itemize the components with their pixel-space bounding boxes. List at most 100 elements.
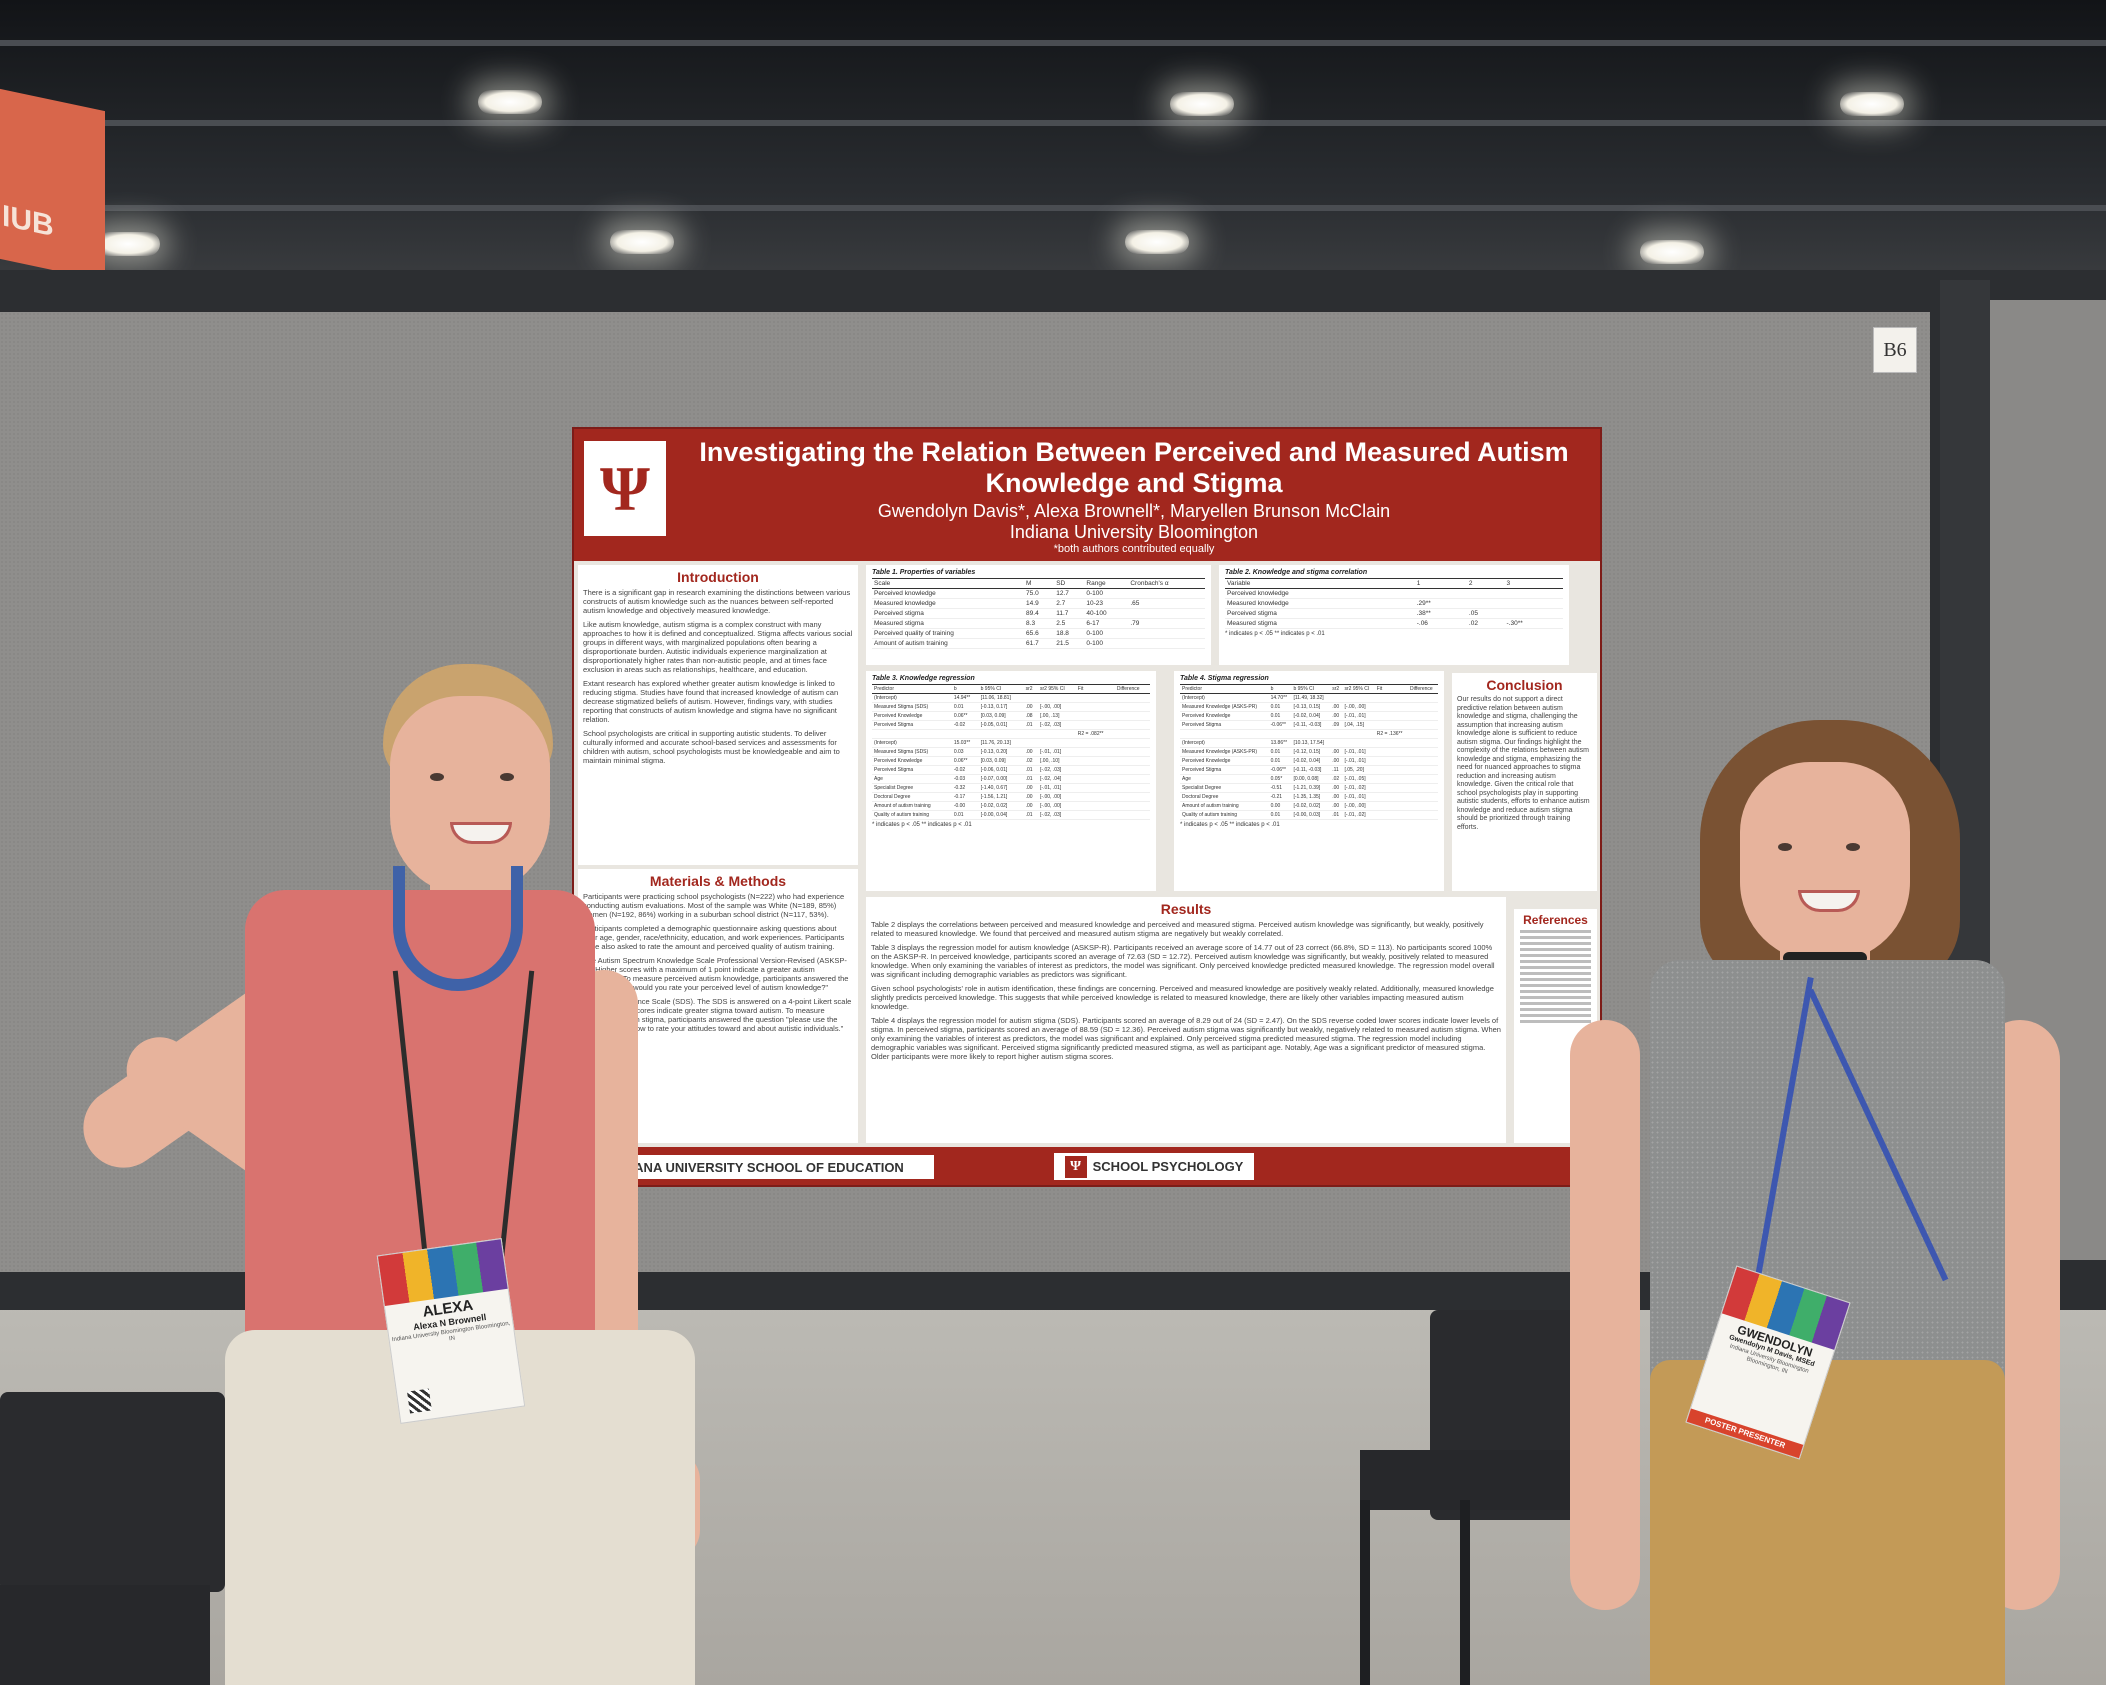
table-header-cell: b 95% CI (1291, 684, 1331, 694)
table-cell: [-0.11, -0.03] (1291, 765, 1331, 775)
table-cell: -0.00 (951, 801, 979, 811)
table-cell: [0.03, 0.09] (978, 756, 1024, 766)
table-cell: [-0.07, 0.00] (978, 774, 1024, 784)
table-cell: [-.01, .01] (1342, 747, 1375, 757)
table-cell: .65 (1128, 598, 1205, 609)
table-cell (1408, 738, 1438, 748)
table-row: Doctoral Degree -0.17 [-1.56, 1.21] .00 [-.0… (872, 792, 1150, 802)
table-cell (1504, 588, 1563, 599)
table-cell (1075, 765, 1115, 775)
table-cell (1128, 638, 1205, 649)
methods-paragraph: Participants were practicing school psyc… (583, 892, 845, 919)
table-row: Perceived Stigma -0.06** [-0.11, -0.03] .09… (1180, 720, 1438, 730)
table-cell: .02 (1466, 618, 1505, 629)
table-cell: .09 (1330, 720, 1343, 730)
table-cell: 2.5 (1054, 618, 1085, 629)
reference-line (1520, 966, 1591, 969)
table-cell: Perceived stigma (872, 608, 1025, 619)
table-cell: .01 (1023, 774, 1039, 784)
table-cell: [-1.35, 1.35] (1291, 792, 1331, 802)
table-cell: 15.03** (951, 738, 979, 748)
reference-line (1520, 942, 1591, 945)
table2: Variable 1 2 3 Perceived knowledge Measured k… (1225, 578, 1563, 629)
table-cell: [11.06, 18.81] (978, 693, 1024, 703)
table-cell (1374, 747, 1409, 757)
table-cell: .01 (1023, 720, 1039, 730)
table2-panel: Table 2. Knowledge and stigma correlatio… (1219, 565, 1569, 665)
table-cell: [-0.02, 0.02] (1291, 801, 1331, 811)
table-cell: .38** (1414, 608, 1467, 619)
table-cell: .00 (1330, 702, 1343, 712)
table-cell: [-0.05, 0.01] (978, 720, 1024, 730)
table-row: Measured Stigma (SDS) 0.03 [-0.13, 0.20] .0… (872, 747, 1150, 757)
table-cell (1504, 598, 1563, 609)
table-header-cell: 3 (1504, 578, 1563, 589)
table-cell (1374, 792, 1409, 802)
table-cell: [.04, .15] (1342, 720, 1375, 730)
table3-panel: Table 3. Knowledge regression Predictor b… (866, 671, 1156, 891)
bead-necklace (393, 866, 523, 991)
table-header-row: Predictor b b 95% CI sr2 sr2 95% CI Fit Differ… (872, 684, 1150, 694)
table-cell (1075, 702, 1115, 712)
table-cell: Doctoral Degree (1180, 792, 1269, 802)
ceiling-light (1125, 230, 1189, 254)
table-row: Perceived Knowledge 0.01 [-0.02, 0.04] .00[… (1180, 756, 1438, 766)
table-cell (1268, 729, 1292, 739)
table-cell: Perceived quality of training (872, 628, 1025, 639)
table-cell (1075, 738, 1115, 748)
table-cell: .00 (1023, 792, 1039, 802)
table-cell (1374, 720, 1409, 730)
table-cell: -0.06** (1268, 765, 1292, 775)
table-cell: 40-100 (1084, 608, 1129, 619)
table-cell: 0-100 (1084, 628, 1129, 639)
table-cell (1504, 608, 1563, 619)
school-psychology-label: Ψ SCHOOL PSYCHOLOGY (1054, 1153, 1254, 1180)
poster-affiliation: Indiana University Bloomington (1009, 522, 1259, 542)
table-cell (1408, 792, 1438, 802)
table-cell (1114, 720, 1150, 730)
table-cell: 8.3 (1024, 618, 1055, 629)
table-cell: [.05, .20] (1342, 765, 1375, 775)
table-cell (1038, 693, 1076, 703)
table-cell: .00 (1330, 792, 1343, 802)
poster-header: Ψ Investigating the Relation Between Per… (574, 429, 1600, 561)
table-cell: .00 (1023, 783, 1039, 793)
table-cell: Specialist Degree (1180, 783, 1269, 793)
table-cell (1038, 729, 1076, 739)
table-cell: 0-100 (1084, 638, 1129, 649)
table-cell: 12.7 (1054, 588, 1085, 599)
ceiling-light (610, 230, 674, 254)
results-paragraph: Table 3 displays the regression model fo… (871, 943, 1495, 979)
table-cell: -0.21 (1268, 792, 1292, 802)
reference-line (1520, 1014, 1591, 1017)
table-cell: .29** (1414, 598, 1467, 609)
table-cell (1374, 738, 1409, 748)
table-cell (1408, 720, 1438, 730)
table-cell (1114, 765, 1150, 775)
table-cell (1114, 756, 1150, 766)
table-row: Specialist Degree -0.51 [-1.21, 0.39] .00 [-… (1180, 783, 1438, 793)
table-cell: [-.02, .03] (1038, 810, 1076, 820)
table-cell (1075, 711, 1115, 721)
table-cell (1114, 801, 1150, 811)
table4-note: * indicates p < .05 ** indicates p < .01 (1180, 822, 1280, 828)
intro-paragraph: Like autism knowledge, autism stigma is … (583, 620, 853, 674)
table1-title: Table 1. Properties of variables (872, 569, 976, 576)
table-cell (1075, 756, 1115, 766)
table-cell: Perceived Stigma (872, 720, 952, 730)
person-left: ALEXA Alexa N Brownell Indiana Universit… (0, 650, 720, 1685)
table-cell: 0.01 (1268, 810, 1292, 820)
table-row: (Intercept) 14.94** [11.06, 18.81] (872, 693, 1150, 703)
table-header-cell: 2 (1466, 578, 1505, 589)
table-header-cell: Scale (872, 578, 1025, 589)
table-row: Specialist Degree -0.32 [-1.40, 0.67] .00 [-… (872, 783, 1150, 793)
table-cell (1374, 711, 1409, 721)
table-cell: Perceived Knowledge (872, 711, 952, 721)
table-cell (1408, 693, 1438, 703)
chair-back (0, 1392, 225, 1592)
table-cell: [-.01, .01] (1038, 747, 1076, 757)
table-row: Perceived quality of training 65.6 18.8 0-1… (872, 628, 1205, 639)
reference-line (1520, 948, 1591, 951)
table-header-cell: Difference (1408, 684, 1438, 694)
table-cell: [-0.13, 0.15] (1291, 702, 1331, 712)
